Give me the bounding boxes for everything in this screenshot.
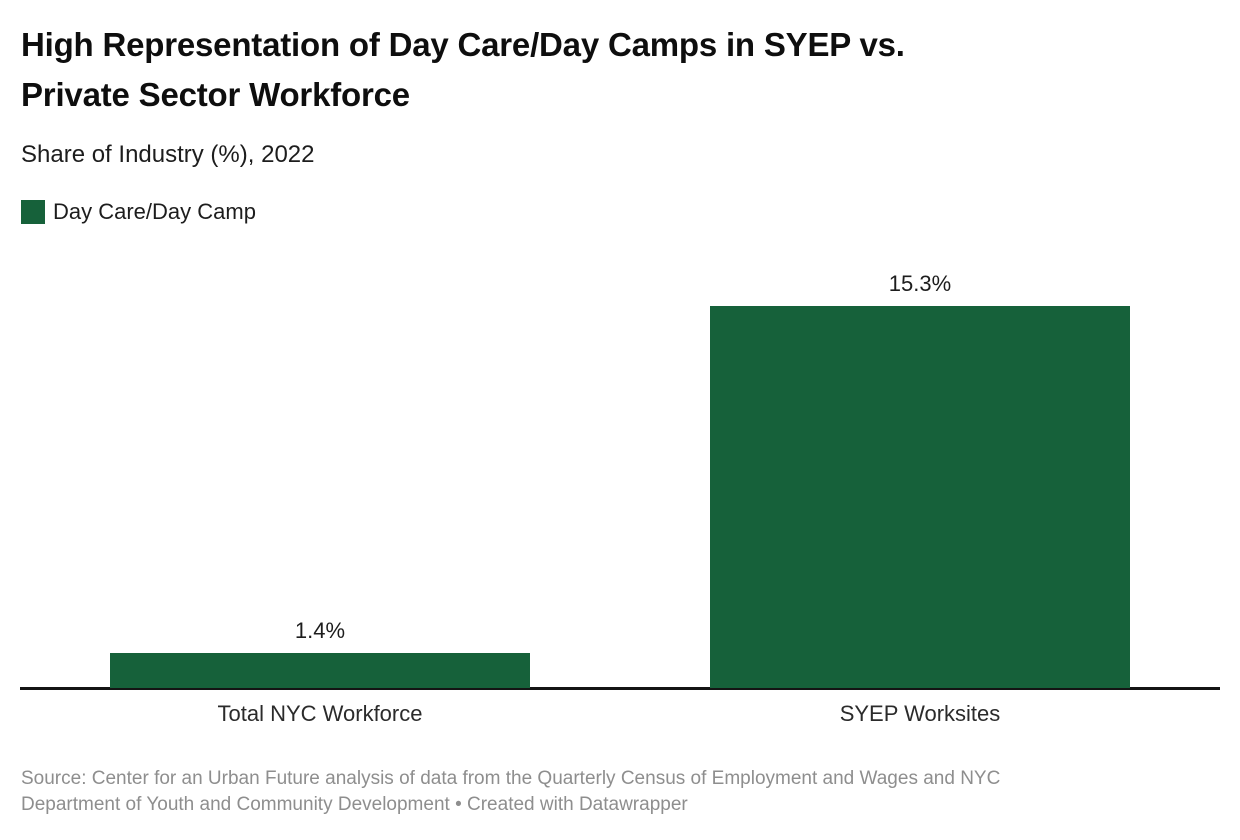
legend: Day Care/Day Camp [21,199,256,225]
category-label-syep-worksites: SYEP Worksites [839,701,1001,726]
bar-syep-worksites [710,306,1130,688]
legend-swatch [21,200,45,224]
value-label-total-nyc-workforce: 1.4% [294,618,346,643]
x-axis-line [20,687,1220,690]
source-note: Source: Center for an Urban Future analy… [21,768,1001,815]
category-label-total-nyc-workforce: Total NYC Workforce [217,701,423,726]
chart-subtitle: Share of Industry (%), 2022 [21,141,315,168]
bar-total-nyc-workforce [110,653,530,688]
legend-item-label: Day Care/Day Camp [53,199,256,224]
chart-title: High Representation of Day Care/Day Camp… [21,26,905,113]
value-label-syep-worksites: 15.3% [888,271,952,296]
